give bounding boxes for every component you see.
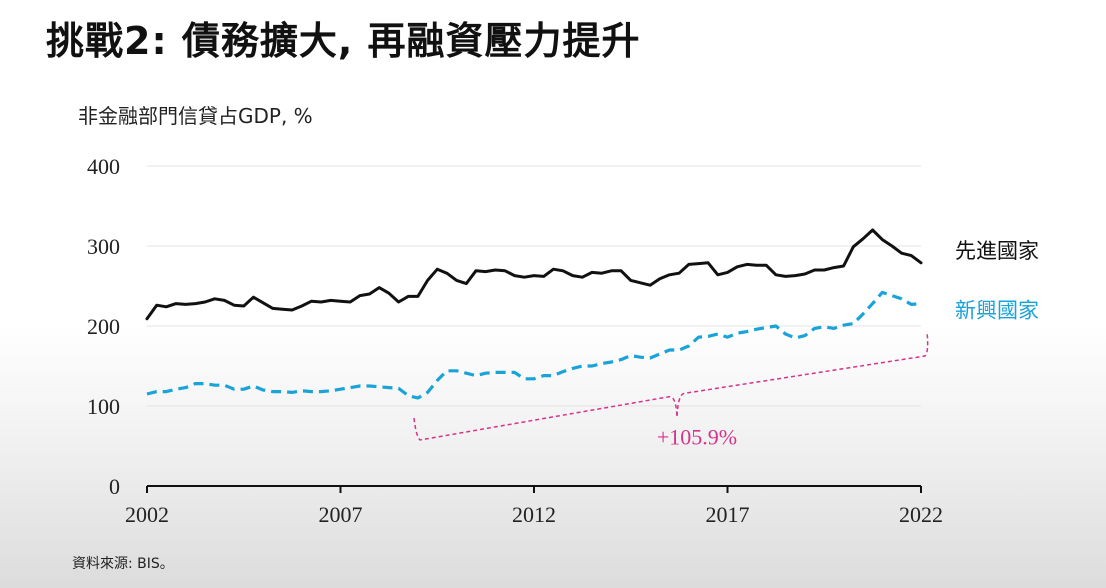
x-tick-label: 2022 [899,502,943,527]
legend-emerging: 新興國家 [955,299,1039,323]
growth-annotation: +105.9% [413,331,929,449]
x-tick-labels: 2002 2007 2012 2017 2022 [125,502,943,527]
x-tick-label: 2002 [125,502,169,527]
y-tick-label: 0 [109,474,120,499]
y-tick-label: 100 [87,394,120,419]
y-tick-label: 400 [87,154,120,179]
series-line-emerging [146,290,922,400]
x-tick-label: 2007 [319,502,363,527]
y-tick-labels: 0 100 200 300 400 [87,154,120,499]
y-tick-label: 200 [87,314,120,339]
annotation-label: +105.9% [657,424,737,449]
legend-advanced: 先進國家 [955,239,1039,263]
x-tick-label: 2012 [512,502,556,527]
y-tick-label: 300 [87,234,120,259]
x-axis [146,485,922,493]
source-note: 資料來源: BIS。 [72,556,174,572]
grid-lines [147,165,921,407]
page-title: 挑戰2: 債務擴大, 再融資壓力提升 [46,19,641,63]
x-tick-label: 2017 [706,502,750,527]
series-line-advanced [145,228,923,321]
y-axis-label: 非金融部門信貸占GDP, % [78,104,313,128]
series-lines [145,228,923,400]
